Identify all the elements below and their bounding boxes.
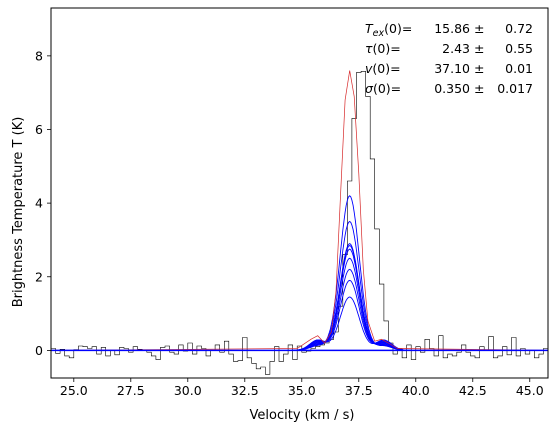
y-tick-label: 4 <box>35 196 43 211</box>
y-tick-label: 8 <box>35 48 43 63</box>
x-tick-label: 32.5 <box>231 383 259 398</box>
x-tick-label: 27.5 <box>117 383 145 398</box>
fit-parameter-annotations: Tex(0)= 15.86 ±0.72 τ(0)= 2.43 ±0.55 v(0)= 37.1… <box>365 21 533 96</box>
annotation-plus-minus: ± <box>474 41 484 56</box>
series-layer <box>51 70 548 375</box>
x-tick-label: 42.5 <box>459 383 487 398</box>
annotation-value: 37.10 <box>434 61 470 76</box>
component-line <box>279 296 421 351</box>
component-line <box>279 244 421 351</box>
x-tick-label: 30.0 <box>174 383 202 398</box>
annotation-param-label: Tex(0)= <box>365 21 412 39</box>
x-tick-label: 45.0 <box>516 383 544 398</box>
component-line <box>279 268 421 351</box>
x-axis: 25.0 27.5 30.0 32.5 35.0 37.5 40.0 42.5 45.0 <box>60 378 544 398</box>
annotation-error: 0.55 <box>505 41 533 56</box>
model-total-line <box>51 70 548 351</box>
annotation-error: 0.72 <box>505 21 533 36</box>
component-line <box>279 257 421 351</box>
y-tick-label: 6 <box>35 122 43 137</box>
component-line <box>279 279 421 351</box>
x-tick-label: 25.0 <box>60 383 88 398</box>
component-line <box>279 195 421 351</box>
plot-area <box>50 7 549 379</box>
y-tick-label: 2 <box>35 269 43 284</box>
annotation-plus-minus: ± <box>474 21 484 36</box>
annotation-value: 15.86 <box>434 21 470 36</box>
annotation-param-label: τ(0)= <box>365 41 401 56</box>
x-tick-label: 35.0 <box>288 383 316 398</box>
component-line <box>279 220 421 351</box>
x-axis-label: Velocity (km / s) <box>250 408 355 423</box>
annotation-plus-minus: ± <box>474 61 484 76</box>
annotation-value: 0.350 <box>434 81 470 96</box>
x-tick-label: 37.5 <box>345 383 373 398</box>
annotation-error: 0.017 <box>497 81 533 96</box>
annotation-value: 2.43 <box>442 41 470 56</box>
annotation-plus-minus: ± <box>474 81 484 96</box>
annotation-error: 0.01 <box>505 61 533 76</box>
component-line <box>279 248 421 351</box>
observed-spectrum-line <box>51 71 548 375</box>
y-axis: 0 2 4 6 8 <box>35 48 51 358</box>
y-tick-label: 0 <box>35 343 43 358</box>
annotation-param-label: σ(0)= <box>365 81 401 96</box>
y-axis-label: Brightness Temperature T (K) <box>11 117 26 308</box>
annotation-param-label: v(0)= <box>365 61 401 76</box>
x-tick-label: 40.0 <box>402 383 430 398</box>
plot-frame <box>50 7 549 379</box>
